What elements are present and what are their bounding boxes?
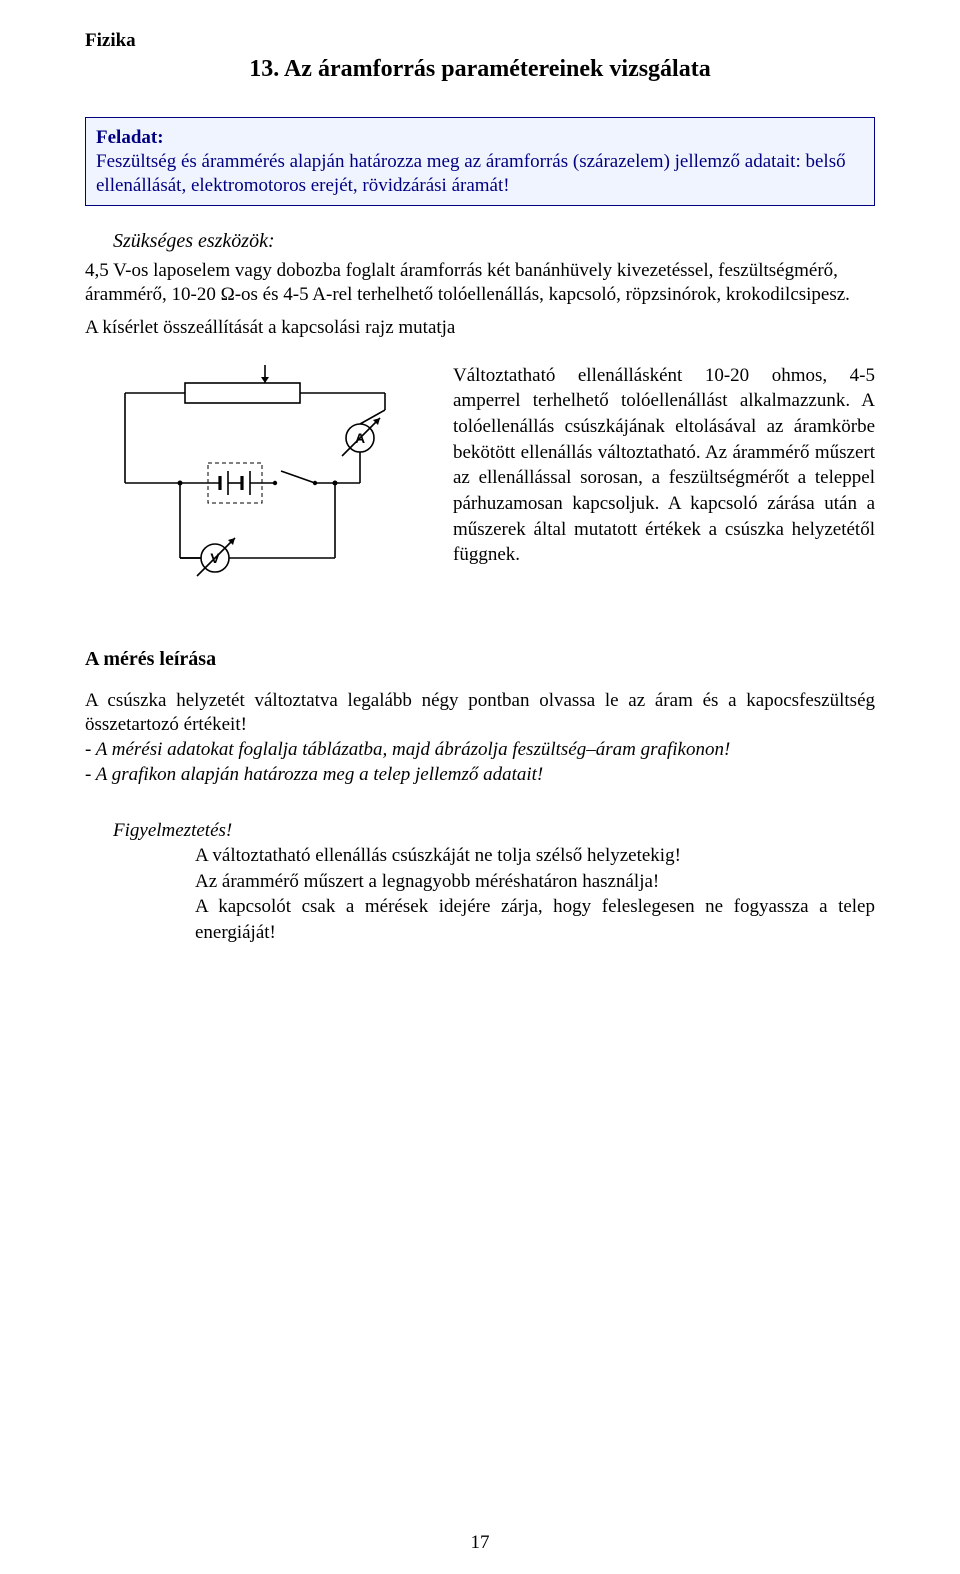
warning-body: A változtatható ellenállás csúszkáját ne…	[85, 843, 875, 946]
task-heading: Feladat:	[96, 126, 864, 150]
tools-heading: Szükséges eszközök:	[85, 230, 875, 253]
tools-body: 4,5 V-os laposelem vagy dobozba foglalt …	[85, 259, 875, 307]
assembly-text: A kísérlet összeállítását a kapcsolási r…	[85, 317, 875, 339]
measurement-heading: A mérés leírása	[85, 648, 875, 671]
measurement-p2: - A mérési adatokat foglalja táblázatba,…	[85, 738, 875, 763]
warning-line-3: A kapcsolót csak a mérések idejére zárja…	[195, 894, 875, 945]
two-column-section: AV Változtatható ellenállásként 10-20 oh…	[85, 363, 875, 588]
measurement-p1: A csúszka helyzetét változtatva legalább…	[85, 689, 875, 738]
task-body: Feszültség és árammérés alapján határozz…	[96, 150, 864, 198]
warning-line-1: A változtatható ellenállás csúszkáját ne…	[195, 843, 875, 869]
page: Fizika 13. Az áramforrás paramétereinek …	[0, 0, 960, 1574]
page-title: 13. Az áramforrás paramétereinek vizsgál…	[85, 56, 875, 83]
measurement-body: A csúszka helyzetét változtatva legalább…	[85, 689, 875, 788]
measurement-p3: - A grafikon alapján határozza meg a tel…	[85, 763, 875, 788]
warning-block: Figyelmeztetés! A változtatható ellenáll…	[85, 818, 875, 946]
circuit-diagram: AV	[85, 363, 425, 588]
explanation-text: Változtatható ellenállásként 10-20 ohmos…	[453, 363, 875, 568]
page-number: 17	[0, 1532, 960, 1554]
warning-heading: Figyelmeztetés!	[85, 818, 875, 844]
warning-line-2: Az árammérő műszert a legnagyobb mérésha…	[195, 869, 875, 895]
subject-label: Fizika	[85, 30, 875, 52]
task-box: Feladat: Feszültség és árammérés alapján…	[85, 117, 875, 206]
